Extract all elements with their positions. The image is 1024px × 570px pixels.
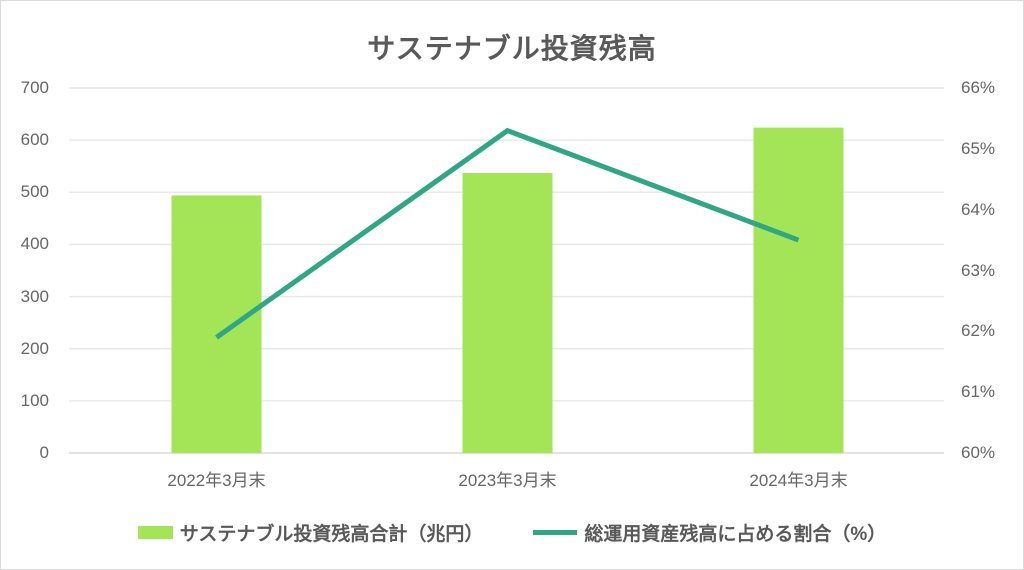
y-axis-label-left: 0	[39, 443, 49, 462]
x-axis-label: 2024年3月末	[749, 471, 848, 490]
y-axis-label-left: 600	[20, 130, 49, 150]
x-axis-label: 2022年3月末	[167, 471, 266, 490]
line-series	[215, 127, 800, 340]
legend-label-bar-series: サステナブル投資残高合計（兆円）	[179, 524, 484, 545]
legend-item-line-series: 総運用資産残高に占める割合（%）	[533, 519, 886, 546]
y-axis-label-right: 60%	[961, 443, 996, 462]
y-axis-label-right: 66%	[961, 78, 996, 97]
y-axis-label-left: 700	[20, 78, 49, 97]
y-axis-label-right: 61%	[961, 382, 996, 402]
y-axis-label-right: 63%	[961, 260, 996, 280]
chart-title: サステナブル投資残高	[367, 33, 657, 64]
y-axis-label-right: 65%	[961, 138, 996, 158]
line-series-swatch	[533, 530, 578, 535]
y-axis-label-left: 100	[20, 390, 49, 410]
legend-item-bar-series: サステナブル投資残高合計（兆円）	[137, 519, 484, 546]
bar-2023年3月末	[462, 172, 553, 453]
bar-2024年3月末	[753, 127, 844, 453]
y-axis-label-left: 300	[20, 286, 49, 306]
legend-label-line-series: 総運用資産残高に占める割合（%）	[584, 524, 887, 545]
y-axis-label-left: 500	[20, 182, 49, 202]
y-axis-label-right: 62%	[961, 321, 996, 341]
y-axis-label-left: 200	[20, 338, 49, 358]
bar-series-swatch	[137, 526, 173, 539]
y-axis-label-left: 400	[20, 234, 49, 254]
bar-2022年3月末	[171, 195, 262, 453]
y-axis-label-right: 64%	[961, 199, 996, 219]
legend: サステナブル投資残高合計（兆円） 総運用資産残高に占める割合（%）	[1, 519, 1023, 546]
x-axis-label: 2023年3月末	[458, 471, 557, 490]
